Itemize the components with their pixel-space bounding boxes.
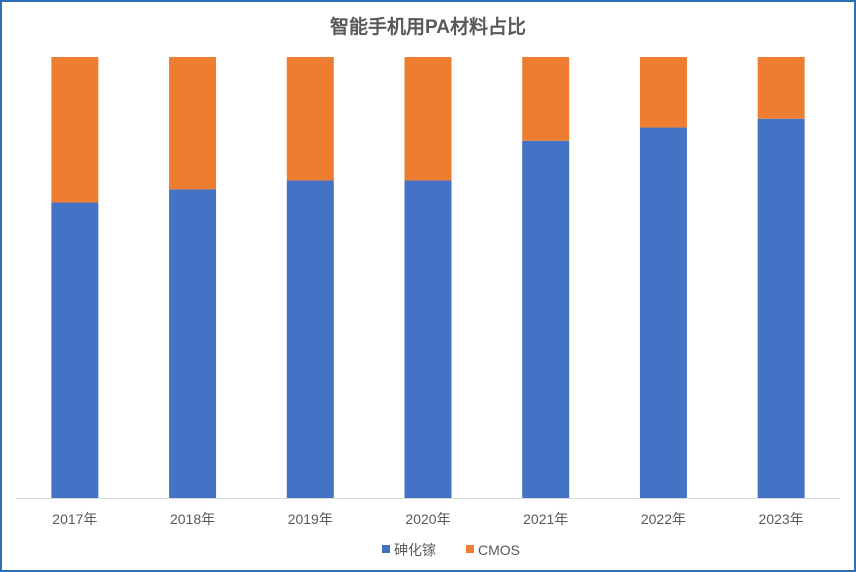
x-tick-label: 2017年 [52,511,97,527]
legend-swatch-gaas [382,545,390,553]
legend-label-gaas: 砷化镓 [394,542,436,558]
x-tick-label: 2018年 [170,511,215,527]
bar-cmos-2018 [169,57,217,190]
x-tick-label: 2023年 [759,511,804,527]
x-tick-label: 2019年 [288,511,333,527]
x-tick-label: 2022年 [641,511,686,527]
bar-gaas-2017 [51,202,99,498]
bar-gaas-2018 [169,189,217,499]
bar-gaas-2021 [522,140,570,499]
bar-gaas-2020 [404,180,452,499]
x-tick-label: 2020年 [405,511,450,527]
bars-group [51,57,805,499]
bar-cmos-2021 [522,57,570,141]
legend: 砷化镓 CMOS [382,542,520,558]
legend-label-cmos: CMOS [478,542,520,558]
bar-cmos-2019 [286,57,334,181]
legend-swatch-cmos [466,545,474,553]
bar-gaas-2022 [639,127,687,498]
x-tick-label: 2021年 [523,511,568,527]
chart-title: 智能手机用PA材料占比 [330,15,526,38]
x-tick-labels: 2017年 2018年 2019年 2020年 2021年 2022年 2023年 [52,511,803,527]
bar-cmos-2023 [757,57,805,119]
bar-gaas-2019 [286,180,334,499]
bar-cmos-2022 [639,57,687,128]
bar-gaas-2023 [757,118,805,499]
bar-cmos-2017 [51,57,99,203]
bar-cmos-2020 [404,57,452,181]
